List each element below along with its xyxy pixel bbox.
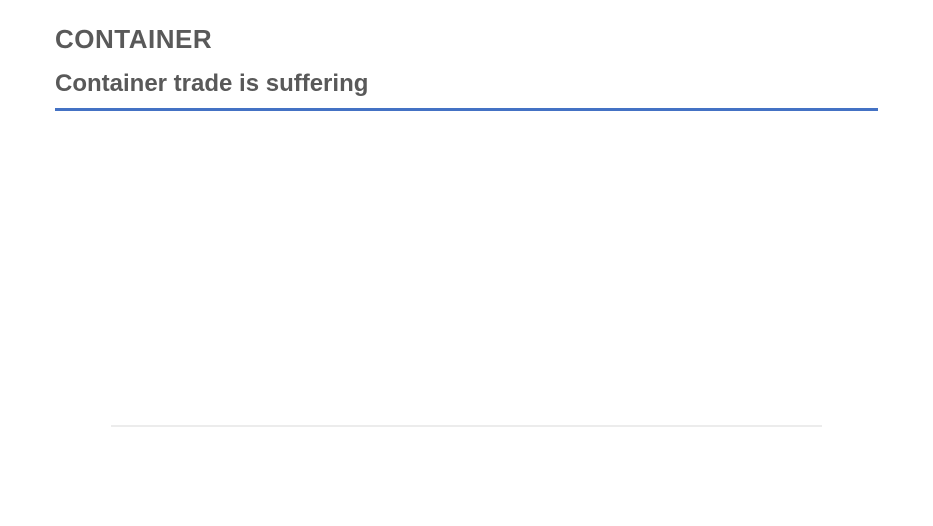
super-title: CONTAINER — [55, 24, 212, 55]
main-title: Container trade is suffering — [55, 70, 368, 98]
container-trade-chart — [55, 116, 878, 508]
chart-area — [55, 116, 878, 508]
title-rule — [55, 108, 878, 111]
